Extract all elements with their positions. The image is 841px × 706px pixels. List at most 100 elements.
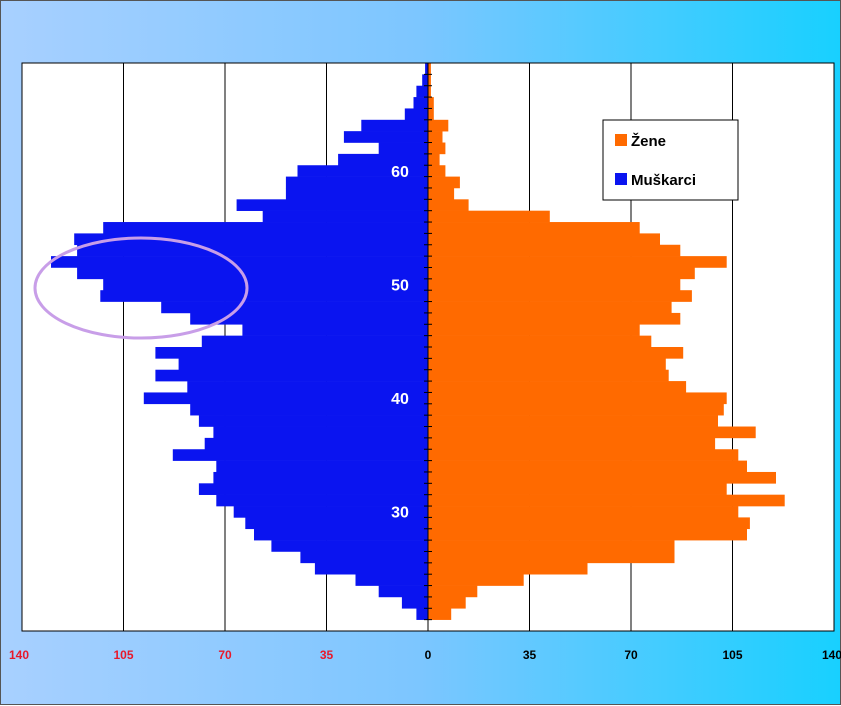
bar-muskarci-age-43 <box>178 358 428 371</box>
bar-muskarci-age-65 <box>404 108 428 121</box>
bar-muskarci-age-57 <box>236 199 428 211</box>
bar-muskarci-age-30 <box>233 506 428 518</box>
bar-zene-age-24 <box>428 574 524 586</box>
center-axis <box>424 62 432 632</box>
x-tick-label: 0 <box>425 648 432 662</box>
y-tick-label-40: 40 <box>391 391 409 408</box>
bar-zene-age-53 <box>428 244 681 257</box>
bar-zene-age-39 <box>428 403 724 416</box>
bar-zene-age-22 <box>428 596 466 609</box>
legend-swatch-zene <box>615 134 627 146</box>
bar-muskarci-age-40 <box>143 392 429 405</box>
legend-box <box>602 119 739 201</box>
bar-zene-age-42 <box>428 369 669 382</box>
bar-muskarci-age-27 <box>271 540 428 552</box>
bar-zene-age-28 <box>428 528 747 541</box>
legend: Žene Muškarci <box>602 119 739 201</box>
bar-muskarci-age-62 <box>378 142 428 155</box>
y-tick-label-50: 50 <box>391 278 409 295</box>
bar-muskarci-age-28 <box>254 528 428 541</box>
bar-zene-age-48 <box>428 301 672 314</box>
bar-zene-age-43 <box>428 358 666 371</box>
bar-zene-age-65 <box>428 108 434 121</box>
bar-muskarci-age-67 <box>416 85 428 98</box>
bar-muskarci-age-56 <box>262 210 428 223</box>
bar-muskarci-age-38 <box>198 415 428 427</box>
bar-muskarci-age-51 <box>77 267 428 280</box>
x-tick-label: 35 <box>523 648 537 662</box>
bar-zene-age-34 <box>428 460 747 473</box>
bar-muskarci-age-33 <box>213 471 428 484</box>
bar-zene-age-62 <box>428 142 446 155</box>
bar-muskarci-age-42 <box>155 369 428 382</box>
bar-muskarci-age-55 <box>103 222 428 234</box>
bar-muskarci-age-31 <box>216 494 428 507</box>
bar-muskarci-age-41 <box>187 381 428 393</box>
bar-zene-age-41 <box>428 381 687 393</box>
bar-zene-age-40 <box>428 392 727 405</box>
bar-zene-age-58 <box>428 187 455 200</box>
bar-zene-age-38 <box>428 415 718 427</box>
bar-muskarci-age-68 <box>422 74 428 87</box>
highlight-ellipse <box>33 236 249 340</box>
bar-zene-age-49 <box>428 290 692 302</box>
bar-zene-age-59 <box>428 176 460 189</box>
bar-muskarci-age-39 <box>190 403 428 416</box>
bar-muskarci-age-64 <box>361 119 428 132</box>
x-tick-label: 35 <box>320 648 334 662</box>
bar-zene-age-26 <box>428 551 675 564</box>
bar-zene-age-51 <box>428 267 695 280</box>
bar-zene-age-60 <box>428 165 446 177</box>
bar-muskarci-age-47 <box>190 312 428 325</box>
bar-zene-age-67 <box>428 85 431 98</box>
bar-zene-age-45 <box>428 335 652 348</box>
bar-zene-age-52 <box>428 256 727 268</box>
x-tick-label: 70 <box>624 648 638 662</box>
bar-zene-age-54 <box>428 233 660 246</box>
bar-muskarci-age-46 <box>242 324 428 336</box>
bar-muskarci-age-54 <box>74 233 428 246</box>
bar-muskarci-age-26 <box>300 551 428 564</box>
x-tick-label: 105 <box>113 648 133 662</box>
bar-muskarci-age-50 <box>103 278 428 291</box>
bar-muskarci-age-58 <box>285 187 428 200</box>
x-tick-label: 105 <box>722 648 742 662</box>
bar-muskarci-age-49 <box>100 290 429 302</box>
bar-zene-age-50 <box>428 278 681 291</box>
bar-zene-age-69 <box>428 63 431 75</box>
y-tick-label-30: 30 <box>391 505 409 522</box>
bar-muskarci-age-44 <box>155 347 428 359</box>
bar-muskarci-age-59 <box>285 176 428 189</box>
bar-muskarci-age-63 <box>343 131 428 143</box>
bar-zene-age-23 <box>428 585 478 598</box>
bar-zene-age-21 <box>428 608 452 620</box>
bar-zene-age-47 <box>428 312 681 325</box>
bar-zene-age-46 <box>428 324 640 336</box>
x-tick-label: 140 <box>9 648 29 662</box>
bar-muskarci-age-23 <box>378 585 428 598</box>
bar-muskarci-age-29 <box>245 517 428 530</box>
x-tick-label: 140 <box>822 648 841 662</box>
bar-zene-age-31 <box>428 494 785 507</box>
bar-muskarci-age-66 <box>413 97 428 109</box>
bar-zene-age-63 <box>428 131 443 143</box>
bar-muskarci-age-60 <box>297 165 428 177</box>
bar-zene-age-37 <box>428 426 756 439</box>
legend-swatch-muskarci <box>615 173 627 185</box>
bar-zene-age-57 <box>428 199 469 211</box>
bar-zene-age-32 <box>428 483 727 495</box>
x-tick-label: 70 <box>218 648 232 662</box>
bar-muskarci-age-35 <box>172 449 428 461</box>
bar-zene-age-66 <box>428 97 434 109</box>
x-tick-labels: 140 105 70 35 0 35 70 105 140 <box>9 648 841 662</box>
bar-muskarci-age-37 <box>213 426 428 439</box>
bar-zene-age-61 <box>428 153 440 166</box>
y-tick-label-60: 60 <box>391 164 409 181</box>
bar-zene-age-25 <box>428 562 588 575</box>
bar-muskarci-age-24 <box>355 574 428 586</box>
bar-muskarci-age-21 <box>416 608 428 620</box>
bar-zene-age-33 <box>428 471 776 484</box>
bar-zene-age-30 <box>428 506 739 518</box>
